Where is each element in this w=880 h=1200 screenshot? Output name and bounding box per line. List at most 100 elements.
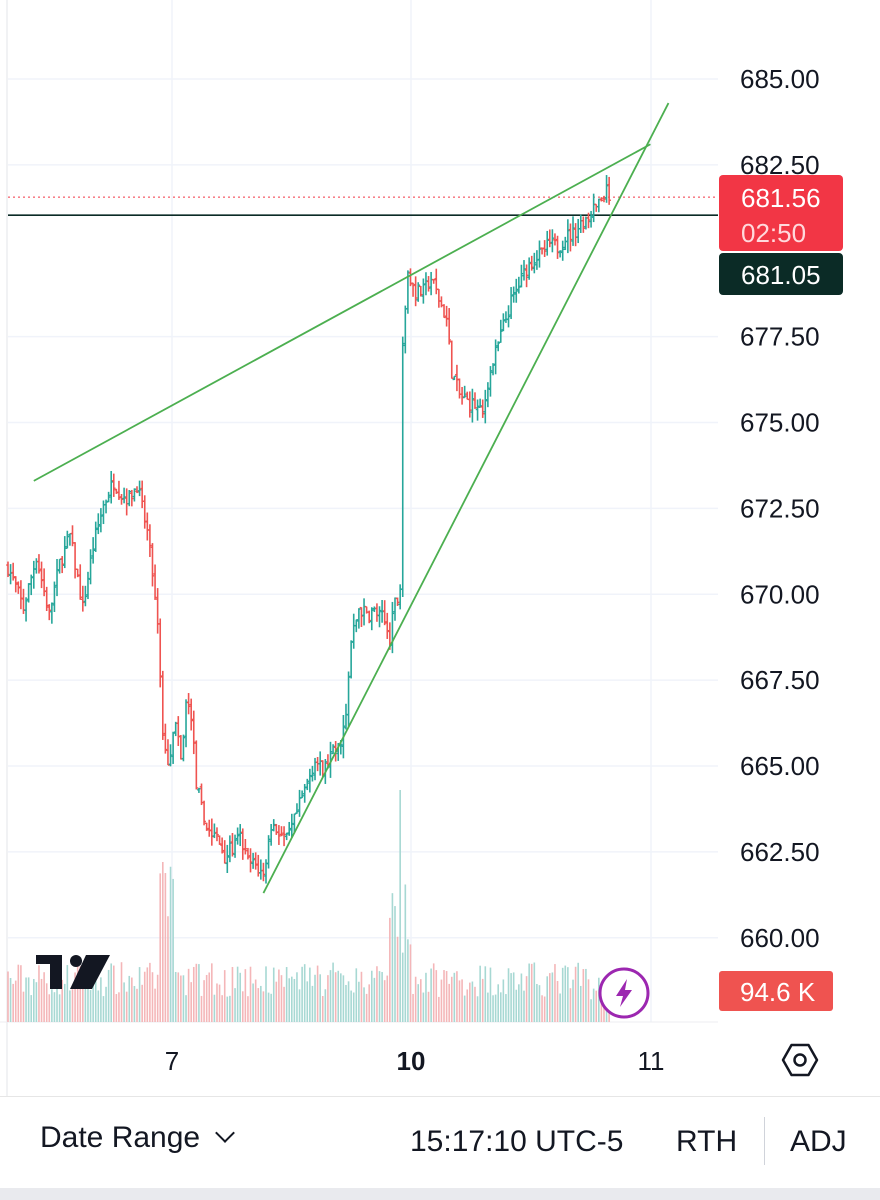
- volume-bar: [115, 994, 118, 1022]
- ohlc-bar: [62, 536, 67, 569]
- ohlc-bar: [135, 486, 139, 494]
- volume-bar: [14, 980, 17, 1022]
- volume-bar: [247, 996, 249, 1022]
- volume-bar: [311, 985, 314, 1022]
- volume-bar: [169, 866, 172, 1022]
- ohlc-bar: [411, 282, 415, 297]
- adj-button[interactable]: ADJ: [790, 1125, 847, 1158]
- ohlc-bar: [271, 819, 276, 832]
- volume-bar: [479, 965, 481, 1022]
- volume-bar: [551, 972, 554, 1022]
- volume-bar: [213, 994, 216, 1022]
- volume-bar: [185, 995, 187, 1022]
- volume-bar: [27, 977, 30, 1022]
- volume-bar: [546, 976, 549, 1022]
- y-axis[interactable]: 685.00 682.50 677.50 675.00 672.50 670.00 667.…: [740, 64, 820, 953]
- ohlc-bar: [604, 175, 609, 203]
- volume-bar: [56, 965, 58, 1022]
- volume-bar: [340, 973, 342, 1022]
- volume-bar: [518, 984, 520, 1022]
- lightning-bolt-icon[interactable]: [598, 967, 650, 1019]
- y-tick-label: 685.00: [740, 64, 820, 94]
- volume-bar: [363, 987, 365, 1022]
- ohlc-bar: [197, 787, 201, 793]
- volume-bar: [298, 989, 301, 1022]
- ohlc-bar: [444, 305, 449, 327]
- ohlc-bar: [26, 583, 31, 603]
- ohlc-bar: [11, 562, 15, 581]
- ohlc-bar: [524, 264, 529, 288]
- ohlc-bar: [153, 564, 157, 600]
- ohlc-bar: [449, 340, 454, 379]
- volume-bar: [133, 985, 136, 1022]
- volume-bar: [223, 970, 226, 1022]
- volume-bar: [420, 979, 422, 1022]
- volume-value: 94.6 K: [740, 977, 816, 1007]
- volume-bar: [394, 906, 396, 1022]
- volume-bar: [25, 977, 27, 1022]
- ohlc-bar: [163, 723, 168, 754]
- ohlc-bar: [578, 214, 583, 234]
- volume-bar: [533, 962, 536, 1022]
- volume-bar: [360, 971, 363, 1022]
- volume-bar: [572, 979, 574, 1022]
- ohlc-bar: [310, 765, 315, 782]
- volume-bar: [324, 989, 327, 1022]
- ohlc-bar: [527, 257, 531, 280]
- volume-bar: [549, 973, 551, 1022]
- volume-bar: [404, 884, 407, 1022]
- volume-bar: [203, 980, 205, 1022]
- volume-bar: [71, 989, 74, 1022]
- date-range-button[interactable]: Date Range: [40, 1121, 236, 1155]
- ohlc-bar: [375, 603, 379, 622]
- clock-readout[interactable]: 15:17:10 UTC-5: [410, 1125, 624, 1158]
- volume-bar: [257, 988, 260, 1022]
- volume-bar: [9, 978, 12, 1022]
- volume-bar: [422, 992, 425, 1022]
- ohlc-bar: [13, 576, 18, 593]
- volume-bar: [579, 985, 582, 1022]
- toolbar-divider: [764, 1117, 765, 1165]
- y-tick-label: 670.00: [740, 579, 820, 609]
- ohlc-bar: [290, 813, 294, 839]
- ohlc-bar: [88, 549, 93, 585]
- volume-bar: [494, 994, 497, 1022]
- volume-bar: [523, 990, 525, 1022]
- volume-bar: [438, 996, 440, 1022]
- x-tick-label: 7: [165, 1046, 179, 1076]
- volume-bar: [195, 963, 198, 1022]
- ohlc-bar: [581, 216, 586, 233]
- chart[interactable]: 685.00 682.50 677.50 675.00 672.50 670.00 667.…: [0, 0, 880, 1096]
- ohlc-bar: [264, 859, 268, 884]
- ohlc-bar: [114, 488, 119, 494]
- hexagon-gear-icon[interactable]: [781, 1043, 819, 1077]
- rth-button[interactable]: RTH: [676, 1125, 738, 1158]
- volume-bar: [456, 971, 458, 1022]
- ohlc-bar: [75, 568, 80, 578]
- volume-bar: [554, 964, 556, 1022]
- volume-bar: [138, 967, 141, 1022]
- volume-bars: [7, 790, 610, 1022]
- ohlc-bar: [181, 734, 186, 762]
- volume-bar: [218, 984, 221, 1022]
- reference-price-value: 681.05: [741, 260, 821, 290]
- volume-bar: [177, 972, 180, 1022]
- volume-bar: [481, 978, 484, 1022]
- volume-bar: [125, 991, 128, 1022]
- volume-bar: [123, 982, 125, 1022]
- ohlc-bar: [529, 255, 534, 271]
- volume-bar: [79, 966, 82, 1022]
- volume-bar: [252, 983, 254, 1022]
- volume-bar: [389, 917, 391, 1022]
- trendlines[interactable]: [33, 102, 670, 894]
- ohlc-bar: [73, 542, 77, 579]
- volume-bar: [541, 995, 543, 1022]
- ohlc-bar: [488, 366, 493, 397]
- tradingview-logo-icon[interactable]: [36, 955, 110, 989]
- volume-bar: [216, 983, 218, 1022]
- volume-bar: [590, 999, 592, 1022]
- volume-bar: [61, 979, 63, 1022]
- volume-bar: [499, 992, 502, 1022]
- ohlc-bar: [509, 287, 513, 320]
- x-axis[interactable]: 7 10 11: [165, 1046, 665, 1076]
